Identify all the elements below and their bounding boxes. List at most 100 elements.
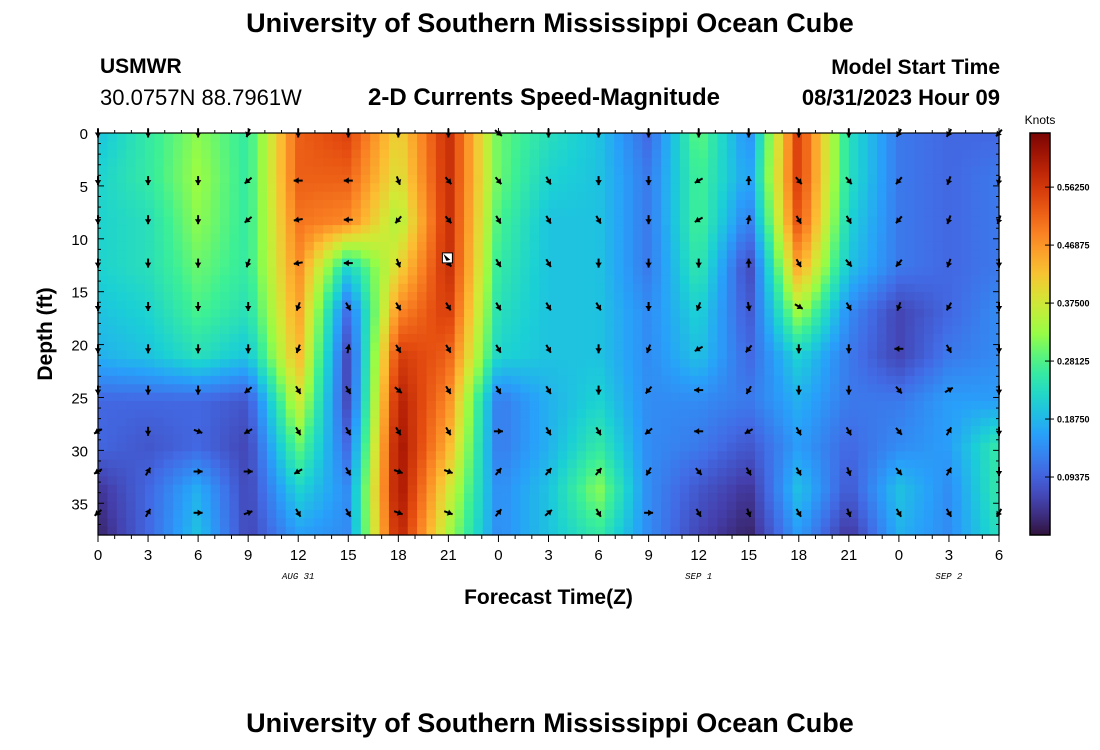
heatmap-cell — [135, 166, 146, 176]
heatmap-cell — [285, 526, 296, 536]
heatmap-cell — [454, 442, 465, 452]
heatmap-cell — [173, 518, 184, 528]
heatmap-cell — [811, 258, 822, 268]
heatmap-cell — [501, 384, 512, 394]
heatmap-cell — [745, 350, 756, 360]
heatmap-cell — [191, 141, 202, 151]
heatmap-cell — [848, 325, 859, 335]
heatmap-cell — [144, 133, 155, 142]
heatmap-cell — [426, 250, 437, 260]
heatmap-cell — [435, 518, 446, 528]
heatmap-cell — [313, 417, 324, 427]
heatmap-cell — [182, 241, 193, 251]
heatmap-cell — [980, 426, 991, 436]
heatmap-cell — [745, 308, 756, 318]
heatmap-cell — [332, 426, 343, 436]
heatmap-cell — [445, 283, 456, 293]
heatmap-cell — [539, 258, 550, 268]
heatmap-cell — [576, 149, 587, 159]
heatmap-cell — [248, 451, 259, 461]
heatmap-cell — [783, 208, 794, 218]
heatmap-cell — [764, 208, 775, 218]
heatmap-cell — [858, 476, 869, 486]
heatmap-cell — [586, 342, 597, 352]
heatmap-cell — [182, 292, 193, 302]
heatmap-cell — [801, 158, 812, 168]
heatmap-cell — [914, 216, 925, 226]
heatmap-cell — [783, 267, 794, 276]
heatmap-cell — [567, 459, 578, 469]
heatmap-cell — [557, 468, 568, 477]
heatmap-cell — [708, 401, 719, 410]
heatmap-cell — [285, 509, 296, 519]
heatmap-cell — [567, 174, 578, 184]
heatmap-cell — [764, 426, 775, 436]
heatmap-cell — [238, 200, 249, 209]
heatmap-cell — [557, 241, 568, 251]
heatmap-cell — [886, 468, 897, 477]
heatmap-cell — [163, 258, 174, 268]
heatmap-cell — [201, 367, 212, 377]
heatmap-cell — [323, 267, 334, 276]
heatmap-cell — [210, 174, 221, 184]
heatmap-cell — [248, 183, 259, 193]
heatmap-cell — [830, 359, 841, 369]
heatmap-cell — [923, 174, 934, 184]
heatmap-cell — [398, 158, 409, 168]
current-arrow — [394, 215, 402, 224]
heatmap-cell — [595, 317, 606, 327]
heatmap-cell — [736, 442, 747, 452]
heatmap-cell — [464, 334, 475, 343]
heatmap-cell — [501, 493, 512, 503]
current-arrow — [295, 508, 302, 518]
heatmap-cell — [567, 434, 578, 444]
heatmap-cell — [942, 526, 953, 536]
heatmap-cell — [961, 241, 972, 251]
heatmap-cell — [398, 166, 409, 176]
heatmap-cell — [229, 459, 240, 469]
heatmap-cell — [783, 292, 794, 302]
heatmap-cell — [661, 350, 672, 360]
heatmap-cell — [952, 451, 963, 461]
heatmap-cell — [407, 158, 418, 168]
heatmap-cell — [895, 225, 906, 235]
heatmap-cell — [473, 174, 484, 184]
heatmap-cell — [980, 133, 991, 142]
heatmap-cell — [801, 183, 812, 193]
heatmap-cell — [989, 434, 1000, 444]
heatmap-cell — [595, 459, 606, 469]
heatmap-cell — [830, 501, 841, 511]
heatmap-cell — [539, 367, 550, 377]
heatmap-cell — [820, 166, 831, 176]
heatmap-cell — [980, 158, 991, 168]
heatmap-cell — [689, 367, 700, 377]
heatmap-cell — [529, 426, 540, 436]
heatmap-cell — [210, 166, 221, 176]
heatmap-cell — [257, 359, 268, 369]
heatmap-cell — [670, 359, 681, 369]
heatmap-cell — [435, 392, 446, 402]
heatmap-cell — [632, 451, 643, 461]
heatmap-cell — [285, 258, 296, 268]
heatmap-cell — [473, 158, 484, 168]
heatmap-cell — [520, 267, 531, 276]
heatmap-cell — [961, 518, 972, 528]
current-arrow — [795, 176, 803, 185]
heatmap-cell — [604, 509, 615, 519]
heatmap-cell — [895, 501, 906, 511]
heatmap-cell — [435, 149, 446, 159]
heatmap-cell — [792, 191, 803, 201]
heatmap-cell — [820, 401, 831, 410]
heatmap-cell — [933, 325, 944, 335]
heatmap-cell — [191, 451, 202, 461]
heatmap-cell — [238, 191, 249, 201]
heatmap-cell — [182, 342, 193, 352]
heatmap-cell — [266, 401, 277, 410]
heatmap-cell — [651, 174, 662, 184]
heatmap-cell — [313, 518, 324, 528]
heatmap-cell — [417, 384, 428, 394]
heatmap-cell — [670, 133, 681, 142]
heatmap-cell — [557, 174, 568, 184]
x-tick-label: 15 — [340, 547, 357, 564]
heatmap-cell — [276, 476, 287, 486]
